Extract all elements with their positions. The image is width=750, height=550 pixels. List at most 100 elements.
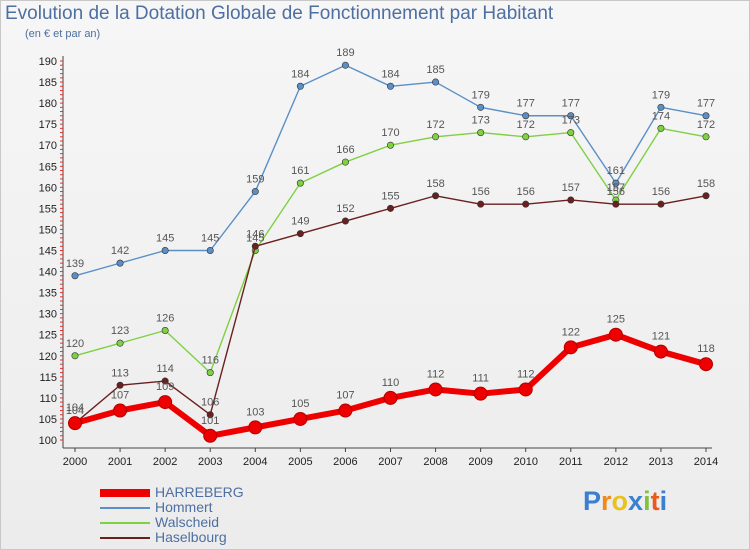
data-point-walscheid xyxy=(702,133,710,141)
data-point-haselbourg xyxy=(612,200,620,208)
proxiti-logo: Proxiti xyxy=(583,486,667,517)
y-tick-label: 140 xyxy=(39,267,57,279)
data-point-harreberg xyxy=(203,428,218,443)
data-label-hommert: 185 xyxy=(426,64,444,76)
y-tick-label: 175 xyxy=(39,119,57,131)
data-point-hommert xyxy=(657,103,665,111)
data-point-hommert xyxy=(161,247,169,255)
data-point-walscheid xyxy=(341,158,349,166)
x-tick-label: 2012 xyxy=(604,456,628,468)
data-label-walscheid: 173 xyxy=(471,115,489,127)
data-point-haselbourg xyxy=(296,230,304,238)
data-point-haselbourg xyxy=(657,200,665,208)
data-label-haselbourg: 156 xyxy=(652,186,670,198)
data-label-walscheid: 126 xyxy=(156,313,174,325)
data-point-haselbourg xyxy=(341,217,349,225)
data-label-walscheid: 116 xyxy=(201,355,219,367)
data-label-hommert: 159 xyxy=(246,174,264,186)
data-point-harreberg xyxy=(518,382,533,397)
data-label-haselbourg: 157 xyxy=(562,182,580,194)
data-label-harreberg: 112 xyxy=(427,368,445,380)
data-point-walscheid xyxy=(206,369,214,377)
logo-letter: t xyxy=(650,486,660,516)
data-point-haselbourg xyxy=(702,192,710,200)
data-point-walscheid xyxy=(161,327,169,335)
data-point-harreberg xyxy=(338,403,353,418)
data-point-haselbourg xyxy=(567,196,575,204)
data-label-harreberg: 109 xyxy=(156,381,174,393)
data-label-hommert: 177 xyxy=(697,98,715,110)
data-point-harreberg xyxy=(383,390,398,405)
data-label-harreberg: 107 xyxy=(336,390,354,402)
data-point-hommert xyxy=(116,259,124,267)
data-label-hommert: 161 xyxy=(607,165,625,177)
y-tick-label: 180 xyxy=(39,98,57,110)
logo-letter: i xyxy=(643,486,651,516)
data-label-haselbourg: 114 xyxy=(156,363,174,375)
data-point-hommert xyxy=(71,272,79,280)
x-tick-label: 2005 xyxy=(288,456,312,468)
data-point-hommert xyxy=(567,112,575,120)
data-label-walscheid: 172 xyxy=(697,119,715,131)
y-tick-label: 165 xyxy=(39,161,57,173)
x-tick-label: 2000 xyxy=(63,456,87,468)
data-point-walscheid xyxy=(522,133,530,141)
data-point-haselbourg xyxy=(477,200,485,208)
y-tick-label: 110 xyxy=(39,393,57,405)
data-label-harreberg: 118 xyxy=(697,343,715,355)
data-point-harreberg xyxy=(248,420,263,435)
data-label-walscheid: 161 xyxy=(291,165,309,177)
data-label-walscheid: 173 xyxy=(562,115,580,127)
data-label-haselbourg: 156 xyxy=(471,186,489,198)
chart-title: Evolution de la Dotation Globale de Fonc… xyxy=(5,3,554,24)
x-tick-label: 2013 xyxy=(649,456,673,468)
y-tick-label: 115 xyxy=(39,372,57,384)
data-label-harreberg: 107 xyxy=(111,390,129,402)
data-label-haselbourg: 106 xyxy=(201,397,219,409)
x-tick-label: 2009 xyxy=(468,456,492,468)
data-point-hommert xyxy=(477,103,485,111)
data-point-walscheid xyxy=(71,352,79,360)
y-tick-label: 120 xyxy=(39,351,57,363)
data-label-walscheid: 172 xyxy=(517,119,535,131)
logo-letter: P xyxy=(583,486,602,516)
x-tick-label: 2008 xyxy=(423,456,447,468)
chart-subtitle: (en € et par an) xyxy=(25,28,101,40)
data-label-hommert: 179 xyxy=(471,89,489,101)
data-point-haselbourg xyxy=(251,242,259,250)
data-point-haselbourg xyxy=(432,192,440,200)
data-point-harreberg xyxy=(68,416,82,431)
data-label-harreberg: 111 xyxy=(472,373,489,385)
y-tick-label: 170 xyxy=(39,140,57,152)
y-tick-label: 100 xyxy=(39,435,57,447)
data-label-harreberg: 121 xyxy=(652,331,670,343)
data-label-hommert: 189 xyxy=(336,47,354,59)
data-label-haselbourg: 156 xyxy=(517,186,535,198)
data-label-walscheid: 170 xyxy=(381,127,399,139)
x-tick-label: 2010 xyxy=(513,456,537,468)
data-label-haselbourg: 155 xyxy=(381,190,399,202)
data-label-walscheid: 145 xyxy=(246,233,264,245)
data-label-walscheid: 157 xyxy=(607,182,625,194)
y-tick-label: 105 xyxy=(39,414,57,426)
data-point-harreberg xyxy=(563,340,578,355)
logo-letter: i xyxy=(659,486,668,516)
data-label-hommert: 177 xyxy=(562,98,580,110)
data-point-walscheid xyxy=(657,124,665,132)
data-label-hommert: 145 xyxy=(201,233,219,245)
y-tick-label: 135 xyxy=(39,288,57,300)
data-point-hommert xyxy=(432,78,440,86)
data-label-harreberg: 110 xyxy=(382,377,400,389)
data-point-hommert xyxy=(612,179,620,187)
legend-swatch xyxy=(100,489,150,497)
y-tick-label: 155 xyxy=(39,203,57,215)
data-point-harreberg xyxy=(473,386,488,401)
data-label-harreberg: 105 xyxy=(291,398,309,410)
data-label-haselbourg: 149 xyxy=(291,216,309,228)
data-point-harreberg xyxy=(428,382,443,397)
data-label-hommert: 179 xyxy=(652,89,670,101)
data-label-hommert: 177 xyxy=(517,98,535,110)
logo-letter: x xyxy=(628,486,644,516)
data-label-haselbourg: 104 xyxy=(66,405,84,417)
data-label-harreberg: 112 xyxy=(517,368,535,380)
